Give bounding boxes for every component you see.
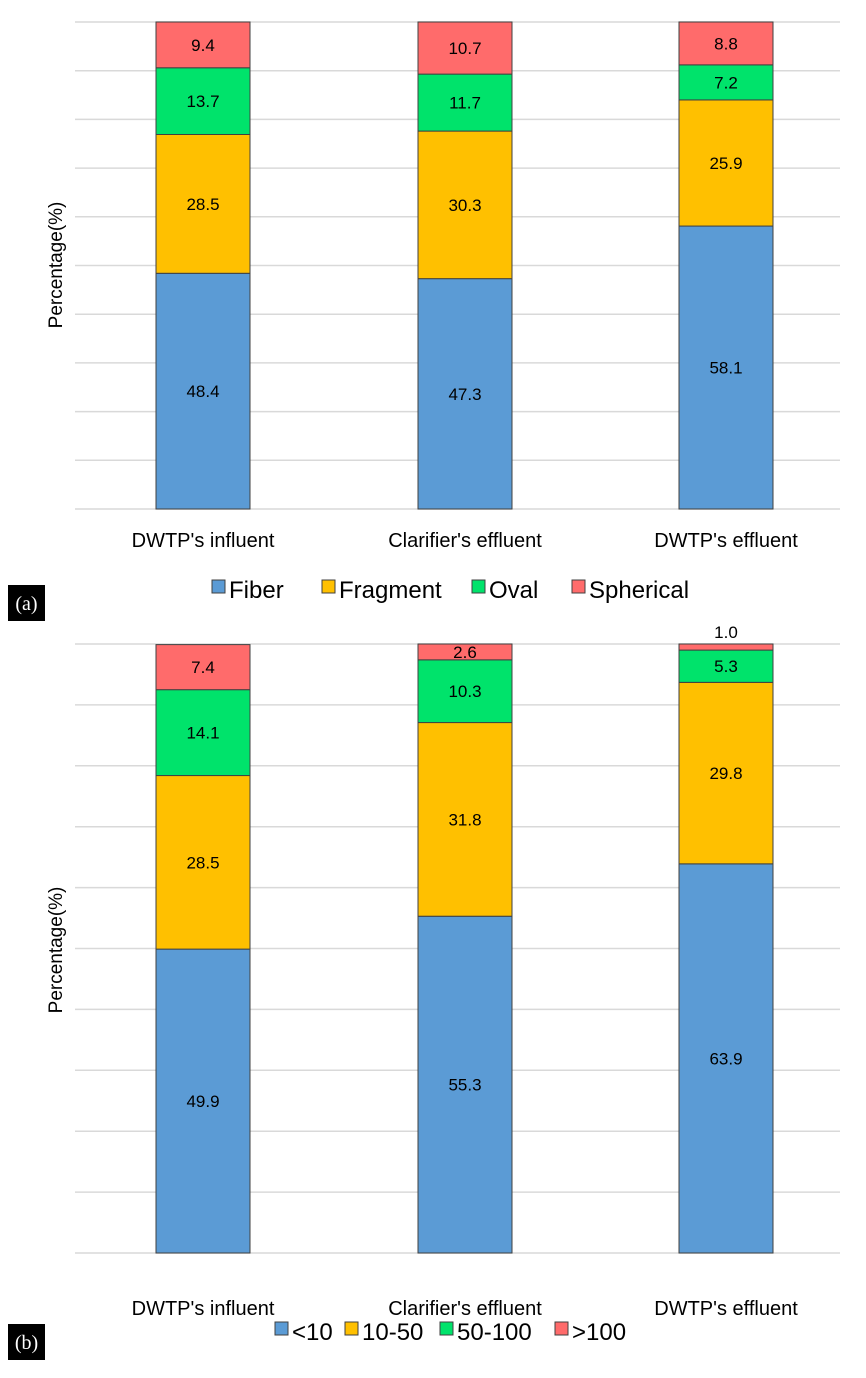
category-label: DWTP's influent [132, 530, 275, 552]
data-label: 55.3 [448, 1076, 481, 1095]
bar-segment [155, 775, 251, 950]
data-label: 28.5 [186, 195, 219, 214]
legend-entry: Fragment [339, 577, 442, 604]
bar-segment [678, 225, 774, 510]
bar-segment [155, 67, 251, 135]
bar-segment [417, 130, 513, 280]
legend-entry: Fiber [229, 577, 284, 604]
bar-segment [417, 643, 513, 661]
legend-entry: Spherical [589, 577, 689, 604]
data-label: 29.8 [709, 764, 742, 783]
data-label: 63.9 [709, 1049, 742, 1068]
legend-swatch [344, 1321, 359, 1336]
data-label: 9.4 [191, 36, 215, 55]
bar-segment [678, 681, 774, 865]
panel-b: Percentage(%) 49.9 28.5 14.1 7.4 DWTP's influ… [8, 623, 840, 1360]
legend-swatch [321, 579, 336, 594]
bar-segment [678, 99, 774, 227]
data-label: 11.7 [449, 94, 481, 113]
bar-segment [417, 21, 513, 75]
legend-swatch [439, 1321, 454, 1336]
data-label: 14.1 [186, 724, 219, 743]
bar-segment [417, 722, 513, 917]
category-label: DWTP's effluent [654, 1298, 798, 1320]
bar-segment [155, 133, 251, 274]
legend: <10 10-50 50-100 >100 [274, 1319, 626, 1346]
bar-segment [678, 649, 774, 683]
data-label: 8.8 [714, 34, 738, 53]
data-label: 1.0 [714, 623, 738, 642]
legend-swatch [571, 579, 586, 594]
y-axis-label: Percentage(%) [46, 202, 67, 329]
data-label: 28.5 [186, 853, 219, 872]
bar-segment [678, 863, 774, 1254]
category-label: Clarifier's effluent [388, 530, 542, 552]
legend-entry: >100 [572, 1319, 626, 1346]
bar-segment [155, 21, 251, 69]
panel-tag [8, 585, 45, 621]
data-label: 10.3 [448, 682, 481, 701]
bar-segment [417, 278, 513, 510]
panel-tag-label: (a) [15, 593, 37, 615]
data-label: 7.2 [714, 73, 738, 92]
legend-entry: Oval [489, 577, 538, 604]
data-label: 47.3 [448, 385, 481, 404]
bar-segment [678, 643, 774, 651]
legend-swatch [211, 579, 226, 594]
data-label: 58.1 [709, 359, 742, 378]
data-label: 48.4 [186, 382, 219, 401]
data-label: 2.6 [453, 643, 477, 662]
data-label: 5.3 [714, 657, 738, 676]
panel-tag [8, 1324, 45, 1360]
legend-entry: <10 [292, 1319, 333, 1346]
bar-segment [155, 689, 251, 777]
bar-segment [678, 64, 774, 101]
y-axis-label: Percentage(%) [46, 887, 67, 1014]
category-label: DWTP's influent [132, 1298, 275, 1320]
panel-a: Percentage(%) 48.4 28.5 13.7 9.4 DWTP's influ… [8, 21, 840, 621]
data-label: 49.9 [186, 1092, 219, 1111]
legend-entry: 10-50 [362, 1319, 423, 1346]
data-label: 25.9 [709, 154, 742, 173]
data-label: 7.4 [191, 658, 215, 677]
bar-segment [417, 915, 513, 1254]
bar-segment [155, 644, 251, 691]
data-label: 13.7 [186, 92, 219, 111]
legend: Fiber Fragment Oval Spherical [211, 577, 689, 604]
legend-swatch [554, 1321, 569, 1336]
bar-segment [417, 659, 513, 724]
legend-entry: 50-100 [457, 1319, 532, 1346]
category-label: Clarifier's effluent [388, 1298, 542, 1320]
data-label: 30.3 [448, 196, 481, 215]
bar-segment [155, 272, 251, 510]
data-label: 31.8 [448, 810, 481, 829]
legend-swatch [471, 579, 486, 594]
bar-segment [678, 21, 774, 66]
legend-swatch [274, 1321, 289, 1336]
bar-segment [155, 948, 251, 1254]
category-label: DWTP's effluent [654, 530, 798, 552]
data-label: 10.7 [448, 39, 481, 58]
panel-tag-label: (b) [15, 1332, 38, 1354]
